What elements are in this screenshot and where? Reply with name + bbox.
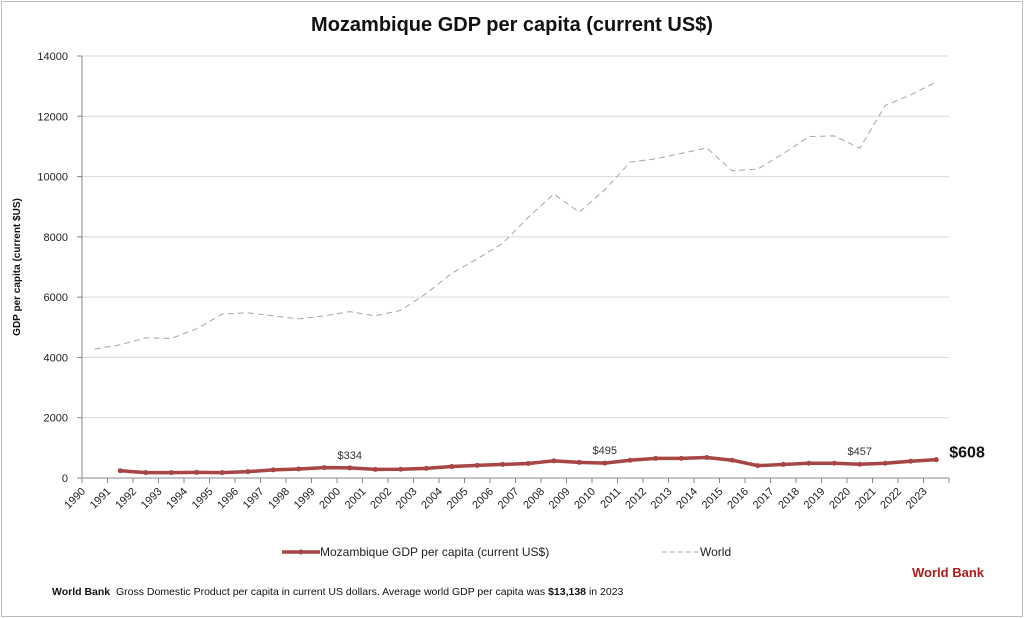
chart-title: Mozambique GDP per capita (current US$) xyxy=(311,14,713,36)
x-tick-label: 2012 xyxy=(623,486,649,512)
y-tick-label: 14000 xyxy=(37,51,68,63)
x-tick-label: 1999 xyxy=(292,486,318,512)
data-point-mozambique xyxy=(627,457,633,463)
footer-text: Gross Domestic Product per capita in cur… xyxy=(116,586,549,598)
data-point-mozambique xyxy=(551,458,557,464)
y-tick-label: 2000 xyxy=(44,413,68,425)
data-label: $334 xyxy=(338,450,362,462)
x-tick-label: 2022 xyxy=(878,486,904,512)
data-point-mozambique xyxy=(806,460,812,466)
x-tick-label: 2000 xyxy=(317,486,343,512)
x-tick-label: 2021 xyxy=(853,486,879,512)
data-point-mozambique xyxy=(117,468,123,474)
data-point-mozambique xyxy=(143,470,149,476)
legend-label-world: World xyxy=(700,545,732,559)
data-point-mozambique xyxy=(908,458,914,464)
y-tick-label: 0 xyxy=(62,473,68,485)
footer-suffix: in 2023 xyxy=(586,586,624,598)
data-point-mozambique xyxy=(933,457,939,463)
data-point-mozambique xyxy=(525,461,531,467)
data-label-latest: $608 xyxy=(949,445,985,462)
x-tick-label: 1990 xyxy=(62,486,88,512)
data-label: $495 xyxy=(593,445,617,457)
source-logo-text: World Bank xyxy=(912,565,984,580)
data-point-mozambique xyxy=(831,460,837,466)
x-tick-label: 2010 xyxy=(572,486,598,512)
x-tick-label: 1993 xyxy=(139,486,165,512)
legend-item-world: World xyxy=(662,545,731,559)
data-point-mozambique xyxy=(321,465,327,471)
x-tick-label: 2017 xyxy=(751,486,777,512)
x-tick-label: 1996 xyxy=(215,486,241,512)
data-point-mozambique xyxy=(602,460,608,466)
x-tick-label: 2023 xyxy=(904,486,930,512)
data-point-mozambique xyxy=(755,463,761,469)
y-tick-label: 12000 xyxy=(37,111,68,123)
legend-label-mozambique: Mozambique GDP per capita (current US$) xyxy=(320,545,550,559)
data-point-mozambique xyxy=(423,465,429,471)
y-tick-label: 4000 xyxy=(44,352,68,364)
x-tick-label: 1997 xyxy=(241,486,267,512)
footer-source: World Bank xyxy=(52,586,111,598)
data-point-mozambique xyxy=(168,470,174,476)
x-tick-label: 2020 xyxy=(827,486,853,512)
data-point-mozambique xyxy=(347,465,353,471)
x-tick-label: 2002 xyxy=(368,486,394,512)
data-point-mozambique xyxy=(857,461,863,467)
x-tick-label: 2014 xyxy=(674,486,700,512)
x-tick-label: 2001 xyxy=(343,486,369,512)
data-label: $457 xyxy=(848,446,872,458)
data-point-mozambique xyxy=(372,466,378,472)
x-tick-label: 1991 xyxy=(88,486,114,512)
data-point-mozambique xyxy=(653,455,659,461)
y-tick-label: 6000 xyxy=(44,292,68,304)
data-point-mozambique xyxy=(194,469,200,475)
footer-note: World Bank Gross Domestic Product per ca… xyxy=(52,586,623,598)
data-point-mozambique xyxy=(474,462,480,468)
x-tick-label: 2006 xyxy=(470,486,496,512)
data-point-mozambique xyxy=(398,466,404,472)
x-tick-label: 2013 xyxy=(649,486,675,512)
x-tick-label: 2016 xyxy=(725,486,751,512)
x-tick-label: 1995 xyxy=(190,486,216,512)
x-tick-label: 1992 xyxy=(113,486,139,512)
x-tick-label: 2005 xyxy=(445,486,471,512)
data-point-mozambique xyxy=(882,460,888,466)
x-tick-label: 2007 xyxy=(496,486,522,512)
x-tick-label: 2019 xyxy=(802,486,828,512)
x-tick-label: 2009 xyxy=(547,486,573,512)
data-point-mozambique xyxy=(296,466,302,472)
x-tick-label: 2004 xyxy=(419,486,445,512)
data-point-mozambique xyxy=(500,461,506,467)
data-point-mozambique xyxy=(576,459,582,465)
footer-highlight: $13,138 xyxy=(548,586,587,598)
y-tick-label: 8000 xyxy=(44,232,68,244)
legend-item-mozambique: Mozambique GDP per capita (current US$) xyxy=(282,545,549,559)
data-point-mozambique xyxy=(219,470,225,476)
x-tick-label: 2011 xyxy=(598,486,623,511)
data-point-mozambique xyxy=(729,457,735,463)
legend-swatch-world xyxy=(662,551,698,553)
x-tick-label: 2018 xyxy=(776,486,802,512)
x-tick-label: 2003 xyxy=(394,486,420,512)
x-tick-label: 2015 xyxy=(700,486,726,512)
y-tick-label: 10000 xyxy=(37,172,68,184)
data-point-mozambique xyxy=(449,464,455,470)
legend-swatch-mozambique xyxy=(282,549,320,555)
data-point-mozambique xyxy=(678,455,684,461)
y-axis-title: GDP per capita (current $US) xyxy=(12,198,23,336)
data-point-mozambique xyxy=(270,467,276,473)
data-point-mozambique xyxy=(245,469,251,475)
series-line-world xyxy=(94,81,937,350)
data-point-mozambique xyxy=(780,461,786,467)
x-tick-label: 1998 xyxy=(266,486,292,512)
data-point-mozambique xyxy=(704,455,710,461)
x-tick-label: 2008 xyxy=(521,486,547,512)
x-tick-label: 1994 xyxy=(164,486,190,512)
